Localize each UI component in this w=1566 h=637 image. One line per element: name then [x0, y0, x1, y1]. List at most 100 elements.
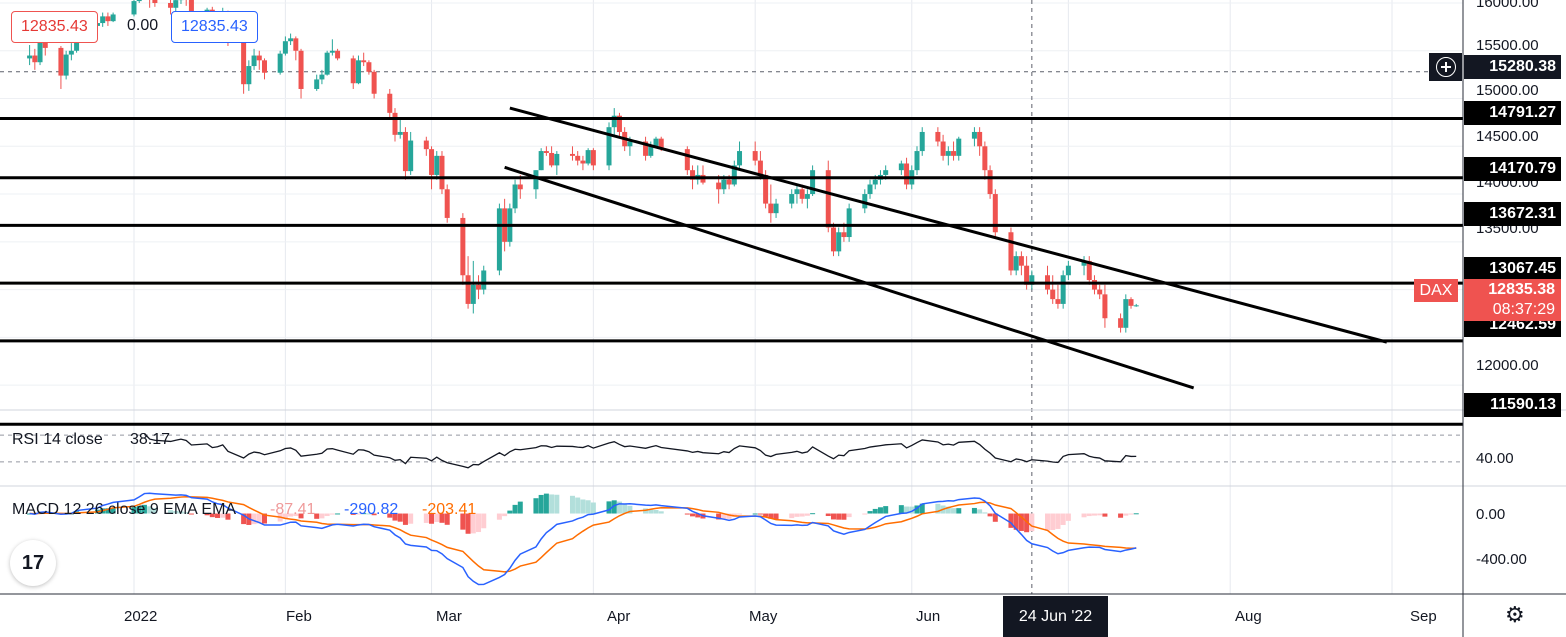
- time-label: Jun: [916, 608, 941, 625]
- macd-histogram-bar: [220, 513, 226, 518]
- macd-histogram-bar: [773, 513, 779, 520]
- crosshair-plus-icon[interactable]: [1429, 53, 1462, 81]
- rsi-label[interactable]: RSI 14 close: [12, 431, 103, 448]
- macd-histogram-bar: [627, 505, 633, 514]
- macd-histogram-bar: [178, 511, 184, 514]
- macd-histogram-bar: [1102, 513, 1108, 517]
- candle-body: [616, 115, 622, 132]
- settings-gear-icon[interactable]: ⚙: [1505, 602, 1525, 627]
- macd-histogram-bar: [616, 501, 622, 514]
- candle-body: [768, 203, 774, 214]
- candle-body: [585, 150, 591, 164]
- level-tag: 13672.31: [1464, 202, 1561, 226]
- macd-histogram-bar: [1091, 513, 1097, 516]
- macd-histogram-bar: [841, 513, 847, 520]
- macd-histogram-bar: [987, 513, 993, 517]
- macd-histogram-bar: [611, 500, 617, 514]
- candle-body: [653, 138, 659, 147]
- candle-body: [434, 155, 440, 175]
- candle-body: [335, 50, 341, 59]
- candle-body: [684, 149, 690, 171]
- trend-channel[interactable]: [504, 106, 1388, 390]
- candle-body: [554, 153, 560, 166]
- candle-body: [387, 93, 393, 113]
- candle-body: [1008, 232, 1014, 271]
- bid-chip[interactable]: 12835.43: [11, 11, 98, 43]
- candle-body: [841, 232, 847, 238]
- candle-body: [68, 50, 74, 55]
- candle-body: [757, 160, 763, 175]
- macd-histogram-bar: [1024, 513, 1030, 533]
- macd-histogram-bar: [789, 513, 795, 519]
- candle-body: [945, 151, 951, 156]
- macd-histogram-bar: [653, 509, 659, 514]
- macd-histogram-bar: [799, 513, 805, 517]
- macd-histogram-bar: [517, 501, 523, 514]
- macd-histogram-bar: [971, 507, 977, 514]
- level-tag: 11590.13: [1464, 393, 1561, 417]
- candle-body: [1086, 260, 1092, 281]
- macd-histogram-bar: [507, 510, 513, 514]
- ask-chip[interactable]: 12835.43: [171, 11, 258, 43]
- candle-body: [397, 131, 403, 135]
- time-label: 2022: [124, 608, 158, 625]
- channel-upper-line: [509, 106, 1388, 344]
- macd-histogram-bar: [554, 494, 560, 514]
- logo-text: 17: [21, 551, 45, 574]
- tradingview-logo-icon[interactable]: 17: [10, 540, 56, 586]
- macd-histogram-bar: [110, 507, 116, 514]
- crosshair-price-tag: 15280.38: [1464, 55, 1561, 79]
- candle-body: [538, 151, 544, 171]
- candle-body: [799, 189, 805, 199]
- candle-body: [1024, 265, 1030, 285]
- candle-body: [658, 138, 664, 150]
- candle-body: [168, 3, 174, 8]
- time-label: Mar: [436, 608, 462, 625]
- candle-body: [872, 179, 878, 185]
- price-tick: 12000.00: [1476, 357, 1539, 374]
- macd-label[interactable]: MACD 12 26 close 9 EMA EMA: [12, 501, 237, 518]
- macd-histogram-bar: [695, 513, 701, 518]
- candle-body: [293, 38, 299, 51]
- macd-histogram-bar: [387, 513, 393, 518]
- rsi-line: [143, 433, 1137, 469]
- candle-body: [731, 165, 737, 185]
- candle-body: [512, 184, 518, 209]
- candle-body: [1081, 260, 1087, 266]
- candle-body: [470, 284, 476, 304]
- horizontal-levels[interactable]: [0, 116, 1463, 426]
- macd-histogram-bar: [439, 513, 445, 523]
- level-tag: 14170.79: [1464, 157, 1561, 181]
- countdown: 08:37:29: [1492, 301, 1555, 318]
- macd-histogram-bar: [1097, 513, 1103, 516]
- candle-body: [32, 55, 38, 63]
- macd-histogram-bar: [204, 513, 210, 516]
- macd-histogram-bar: [914, 505, 920, 514]
- candle-body: [789, 194, 795, 204]
- macd-histogram-bar: [898, 505, 904, 514]
- candle-body: [794, 189, 800, 195]
- candle-body: [726, 179, 732, 185]
- macd-histogram-bar: [1118, 513, 1124, 518]
- macd-tick: 0.00: [1476, 506, 1506, 523]
- candle-body: [569, 153, 575, 156]
- candle-body: [914, 151, 920, 171]
- candle-body: [1118, 318, 1124, 328]
- rsi-panel: [0, 433, 1463, 469]
- macd-histogram-bar: [810, 513, 816, 515]
- candle-body: [256, 55, 262, 61]
- macd-histogram-bar: [1008, 513, 1014, 528]
- macd-histogram-bar: [147, 506, 153, 514]
- candle-body: [1123, 299, 1129, 328]
- macd-histogram-bar: [752, 513, 758, 515]
- macd-histogram-bar: [168, 510, 174, 514]
- candle-body: [110, 14, 116, 22]
- macd-histogram-bar: [293, 513, 299, 516]
- macd-histogram-bar: [470, 513, 476, 534]
- macd-histogram-bar: [324, 513, 330, 517]
- last-price-tag: 12835.38 08:37:29: [1464, 279, 1561, 321]
- macd-histogram-bar: [1133, 513, 1139, 515]
- macd-histogram-bar: [329, 513, 335, 515]
- candle-body: [100, 16, 106, 24]
